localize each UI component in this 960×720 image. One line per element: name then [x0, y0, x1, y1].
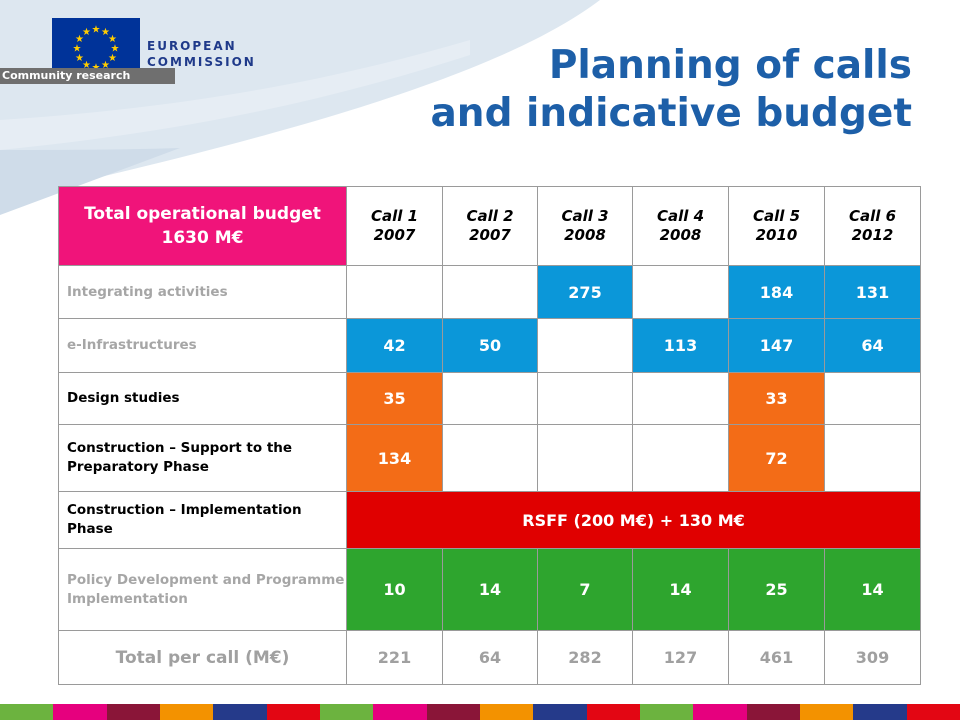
- cell: 14: [824, 548, 921, 631]
- total-cell: 309: [824, 630, 921, 685]
- total-cell: 461: [728, 630, 825, 685]
- header-call-2: Call 2 2007: [442, 186, 538, 266]
- star-icon: ★: [75, 53, 84, 64]
- cell: [824, 372, 921, 425]
- star-icon: ★: [108, 34, 117, 45]
- star-icon: ★: [101, 60, 110, 71]
- rsff-merged-cell: RSFF (200 M€) + 130 M€: [346, 491, 921, 549]
- cell: [442, 265, 538, 319]
- cell: [824, 424, 921, 492]
- cell: [537, 318, 633, 373]
- table-row: Construction – Implementation Phase RSFF…: [58, 491, 921, 549]
- star-icon: ★: [75, 34, 84, 45]
- cell: 64: [824, 318, 921, 373]
- row-label-policy: Policy Development and Programme Impleme…: [58, 548, 347, 631]
- header-call-5: Call 5 2010: [728, 186, 825, 266]
- total-label: Total per call (M€): [58, 630, 347, 685]
- footer-color-bar: [0, 704, 960, 720]
- table-row: Construction – Support to the Preparator…: [58, 424, 921, 492]
- tagline: Community research: [2, 69, 131, 82]
- cell: [442, 372, 538, 425]
- cell: 147: [728, 318, 825, 373]
- total-cell: 64: [442, 630, 538, 685]
- star-icon: ★: [92, 25, 101, 36]
- cell: 50: [442, 318, 538, 373]
- total-cell: 127: [632, 630, 729, 685]
- logo-line1: EUROPEAN: [147, 39, 237, 53]
- cell: 14: [442, 548, 538, 631]
- commission-wordmark: EUROPEAN COMMISSION: [147, 38, 256, 70]
- cell: 25: [728, 548, 825, 631]
- header-call-4: Call 4 2008: [632, 186, 729, 266]
- cell: 275: [537, 265, 633, 319]
- star-icon: ★: [111, 44, 120, 55]
- cell: 10: [346, 548, 443, 631]
- cell: [346, 265, 443, 319]
- cell: [442, 424, 538, 492]
- cell: [632, 424, 729, 492]
- row-label-construction-support: Construction – Support to the Preparator…: [58, 424, 347, 492]
- cell: [632, 372, 729, 425]
- cell: [537, 372, 633, 425]
- table-row: e-Infrastructures 42 50 113 147 64: [58, 318, 921, 373]
- table-row: Integrating activities 275 184 131: [58, 265, 921, 319]
- cell: 134: [346, 424, 443, 492]
- cell: 131: [824, 265, 921, 319]
- total-cell: 282: [537, 630, 633, 685]
- total-cell: 221: [346, 630, 443, 685]
- tagline-strip: [0, 68, 175, 84]
- table-row: Design studies 35 33: [58, 372, 921, 425]
- cell: 42: [346, 318, 443, 373]
- star-icon: ★: [82, 60, 91, 71]
- header-call-3: Call 3 2008: [537, 186, 633, 266]
- cell: 184: [728, 265, 825, 319]
- row-label-design: Design studies: [58, 372, 347, 425]
- cell: 35: [346, 372, 443, 425]
- star-icon: ★: [82, 27, 91, 38]
- table-row: Policy Development and Programme Impleme…: [58, 548, 921, 631]
- row-label-einfra: e-Infrastructures: [58, 318, 347, 373]
- cell: 7: [537, 548, 633, 631]
- cell: [537, 424, 633, 492]
- row-label-integrating: Integrating activities: [58, 265, 347, 319]
- title-line2: and indicative budget: [430, 91, 912, 136]
- header-call-1: Call 1 2007: [346, 186, 443, 266]
- page-title: Planning of calls and indicative budget: [430, 42, 912, 138]
- row-label-construction-implementation: Construction – Implementation Phase: [58, 491, 347, 549]
- star-icon: ★: [73, 44, 82, 55]
- star-icon: ★: [101, 27, 110, 38]
- cell: 33: [728, 372, 825, 425]
- star-icon: ★: [108, 53, 117, 64]
- cell: 14: [632, 548, 729, 631]
- cell: 113: [632, 318, 729, 373]
- title-line1: Planning of calls: [548, 43, 912, 88]
- cell: [632, 265, 729, 319]
- total-row: Total per call (M€) 221 64 282 127 461 3…: [58, 630, 921, 685]
- cell: 72: [728, 424, 825, 492]
- header-total-budget: Total operational budget 1630 M€: [58, 186, 347, 266]
- header-call-6: Call 6 2012: [824, 186, 921, 266]
- logo-line2: COMMISSION: [147, 55, 256, 69]
